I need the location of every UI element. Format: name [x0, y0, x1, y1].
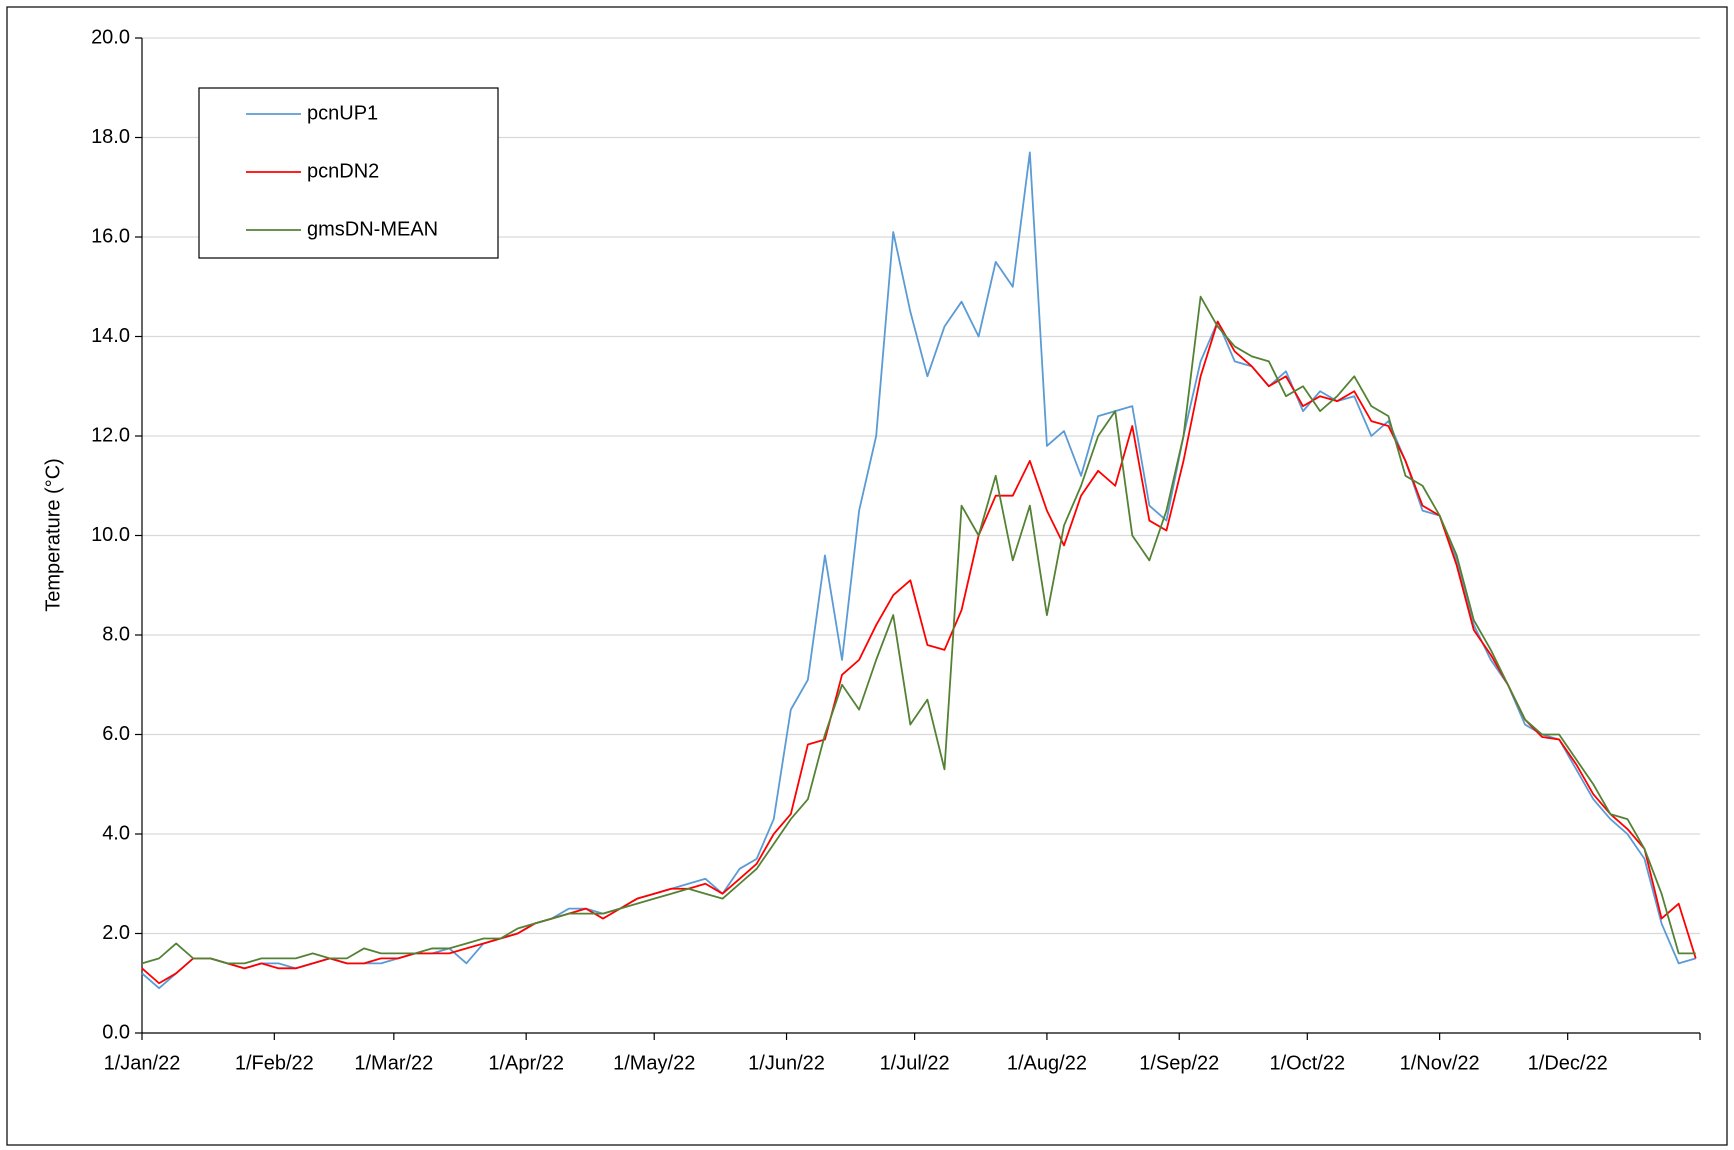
x-tick-label: 1/Dec/22 [1528, 1052, 1608, 1074]
y-tick-label: 20.0 [91, 26, 130, 48]
x-tick-label: 1/Jan/22 [104, 1052, 181, 1074]
x-tick-label: 1/Mar/22 [354, 1052, 433, 1074]
y-tick-label: 8.0 [102, 623, 130, 645]
x-tick-label: 1/Oct/22 [1269, 1052, 1345, 1074]
y-tick-label: 18.0 [91, 126, 130, 148]
series-line [141, 295, 1696, 965]
y-tick-label: 14.0 [91, 325, 130, 347]
y-tick-label: 2.0 [102, 922, 130, 944]
y-tick-label: 16.0 [91, 225, 130, 247]
y-axis-title: Temperature (°C) [42, 458, 64, 612]
x-tick-label: 1/May/22 [613, 1052, 695, 1074]
y-tick-label: 10.0 [91, 524, 130, 546]
x-tick-label: 1/Sep/22 [1139, 1052, 1219, 1074]
y-tick-label: 12.0 [91, 424, 130, 446]
x-tick-label: 1/Jul/22 [880, 1052, 950, 1074]
x-tick-label: 1/Nov/22 [1400, 1052, 1480, 1074]
legend-label: pcnUP1 [307, 102, 378, 124]
series-line [141, 320, 1697, 985]
y-tick-label: 6.0 [102, 723, 130, 745]
y-tick-label: 4.0 [102, 822, 130, 844]
x-tick-label: 1/Aug/22 [1007, 1052, 1087, 1074]
x-tick-label: 1/Apr/22 [488, 1052, 564, 1074]
legend-label: pcnDN2 [307, 160, 379, 182]
y-tick-label: 0.0 [102, 1021, 130, 1043]
legend-box [198, 87, 499, 259]
legend-label: gmsDN-MEAN [307, 218, 438, 240]
x-tick-label: 1/Jun/22 [748, 1052, 825, 1074]
x-tick-label: 1/Feb/22 [235, 1052, 314, 1074]
